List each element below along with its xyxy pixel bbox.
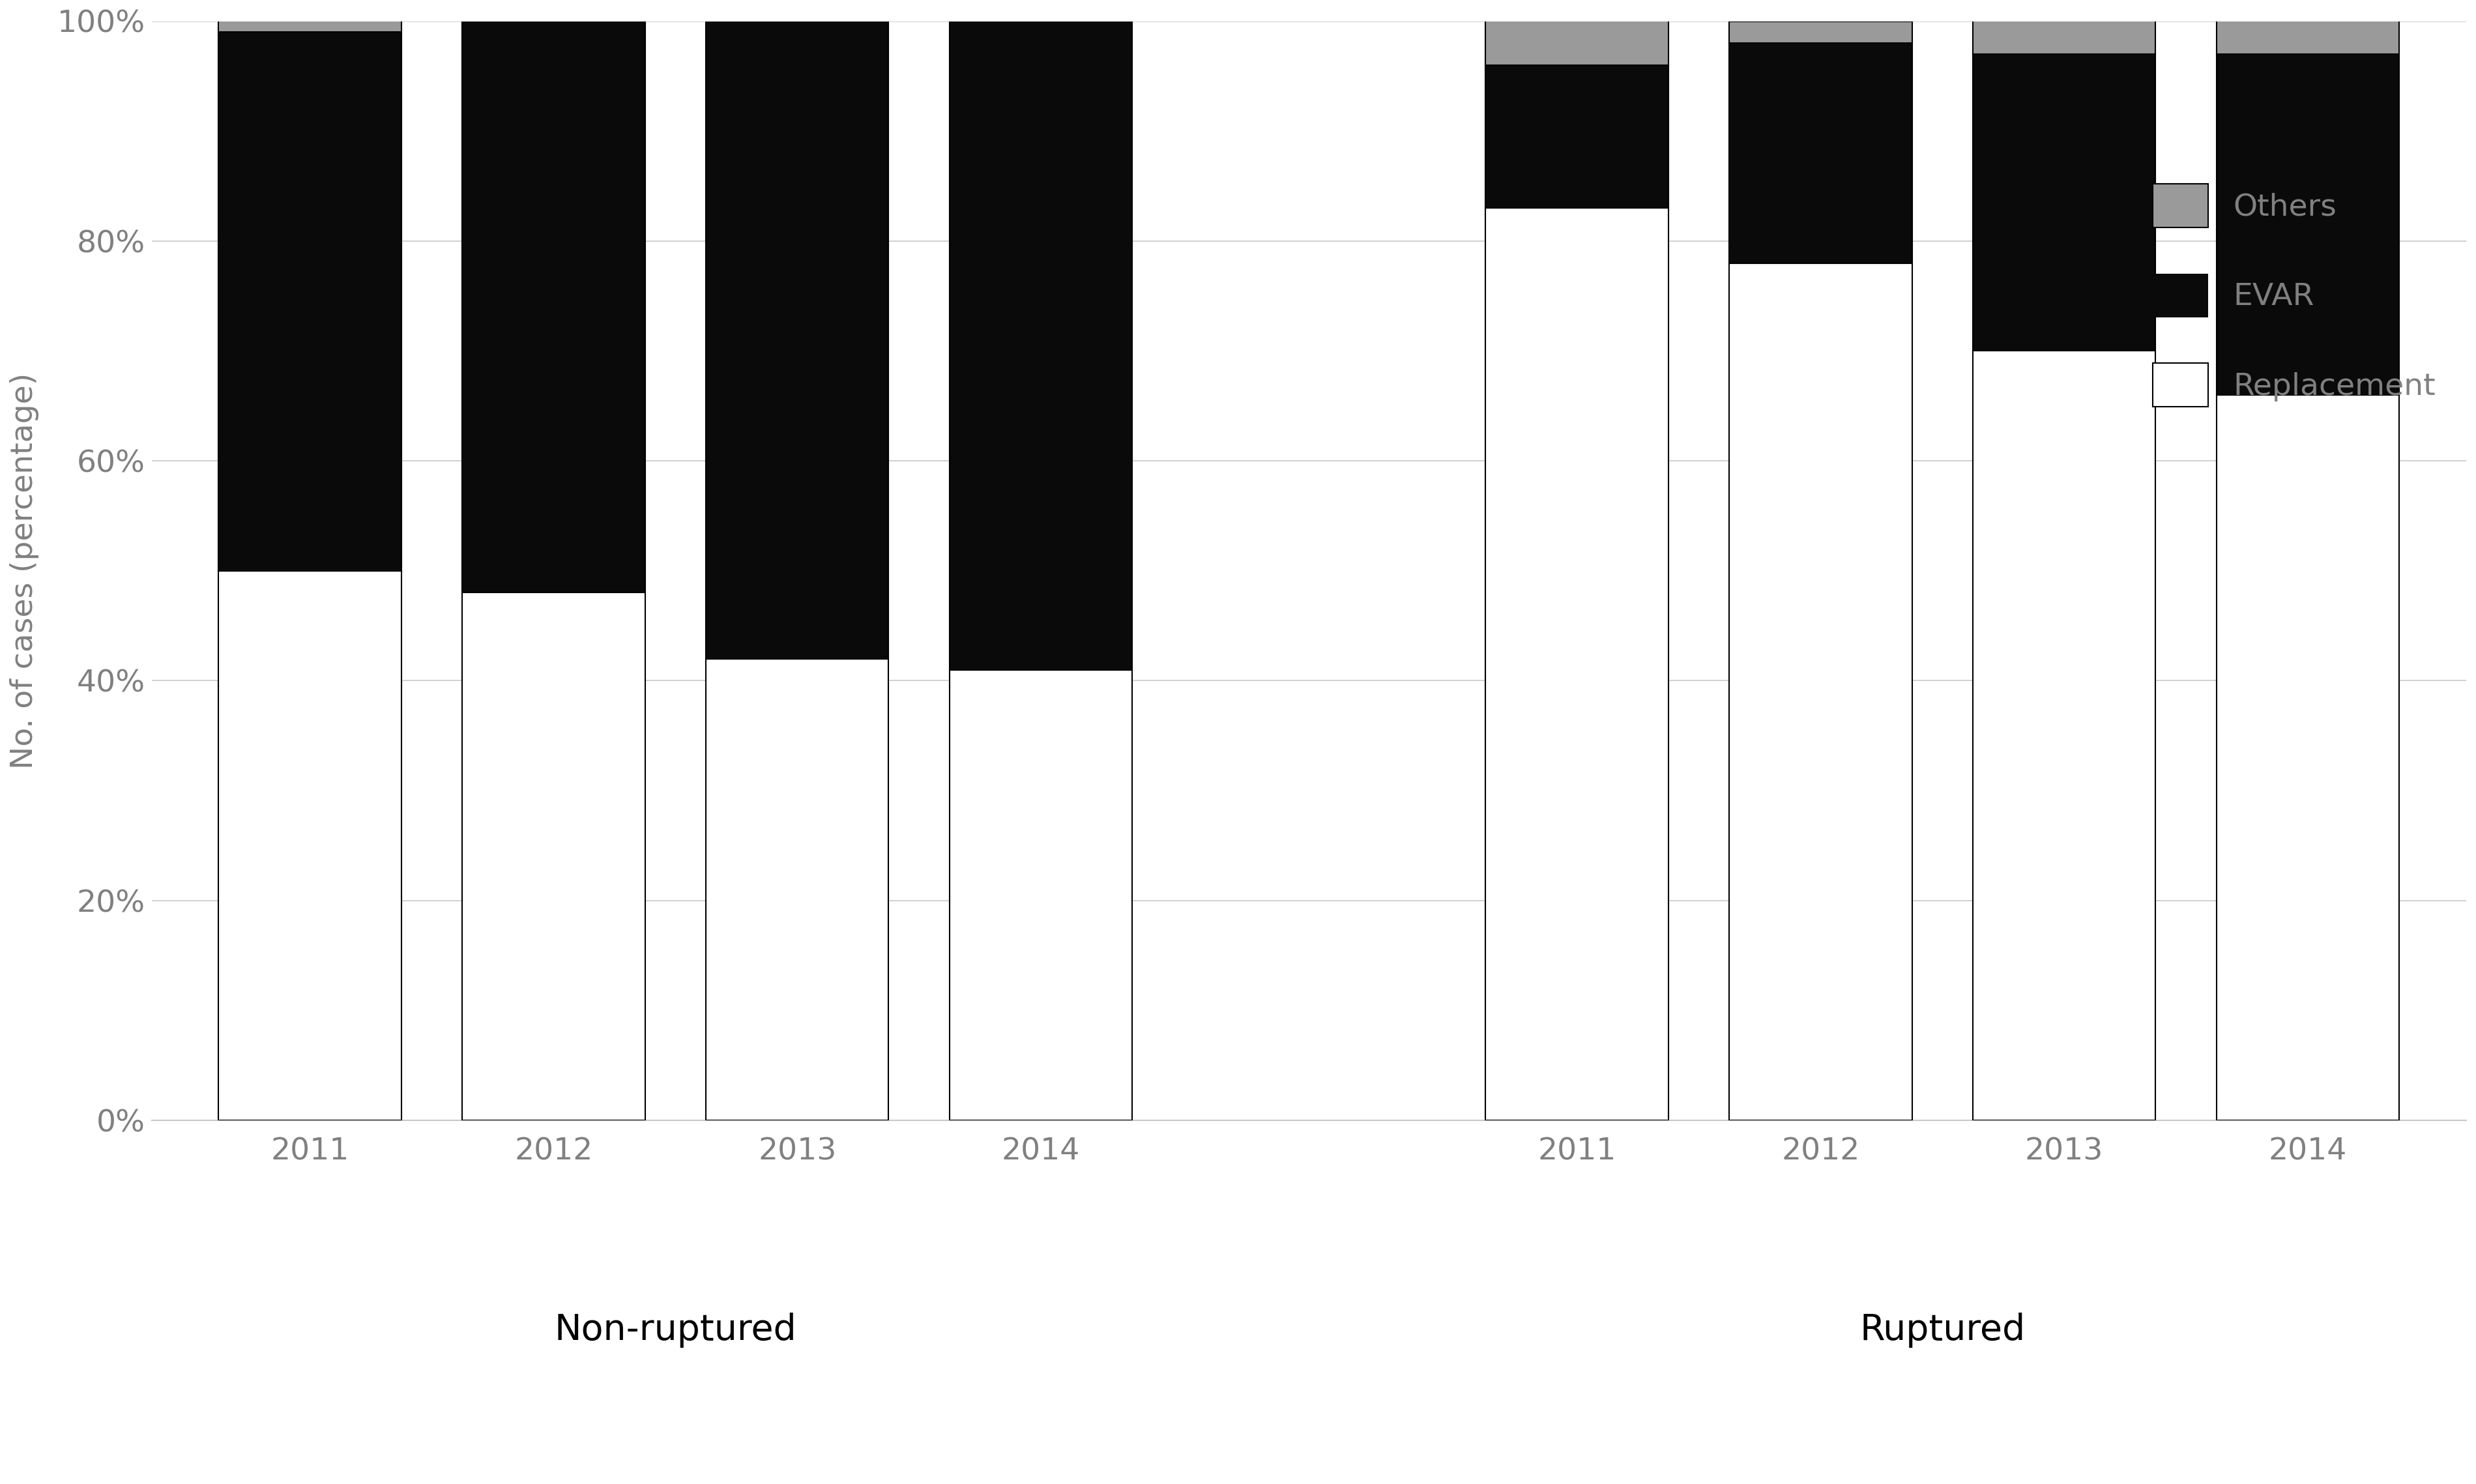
Bar xyxy=(2216,53,2399,395)
Bar xyxy=(1486,208,1669,1120)
Text: Ruptured: Ruptured xyxy=(1859,1313,2025,1347)
Bar xyxy=(1973,350,2157,1120)
Bar xyxy=(1728,43,1911,263)
Bar xyxy=(706,659,889,1120)
Bar xyxy=(218,33,401,571)
Bar xyxy=(1973,21,2157,53)
Bar xyxy=(1486,21,1669,65)
Bar xyxy=(2216,395,2399,1120)
Bar xyxy=(706,21,889,659)
Bar xyxy=(948,21,1132,669)
Bar xyxy=(1728,21,1911,43)
Bar xyxy=(463,21,644,592)
Bar xyxy=(1728,263,1911,1120)
Legend: Others, EVAR, Replacement: Others, EVAR, Replacement xyxy=(2137,169,2451,423)
Bar xyxy=(218,21,401,33)
Bar xyxy=(1973,53,2157,350)
Bar xyxy=(2216,21,2399,53)
Bar xyxy=(1486,65,1669,208)
Bar xyxy=(463,592,644,1120)
Y-axis label: No. of cases (percentage): No. of cases (percentage) xyxy=(10,372,40,769)
Bar xyxy=(948,669,1132,1120)
Bar xyxy=(218,571,401,1120)
Text: Non-ruptured: Non-ruptured xyxy=(555,1313,797,1347)
